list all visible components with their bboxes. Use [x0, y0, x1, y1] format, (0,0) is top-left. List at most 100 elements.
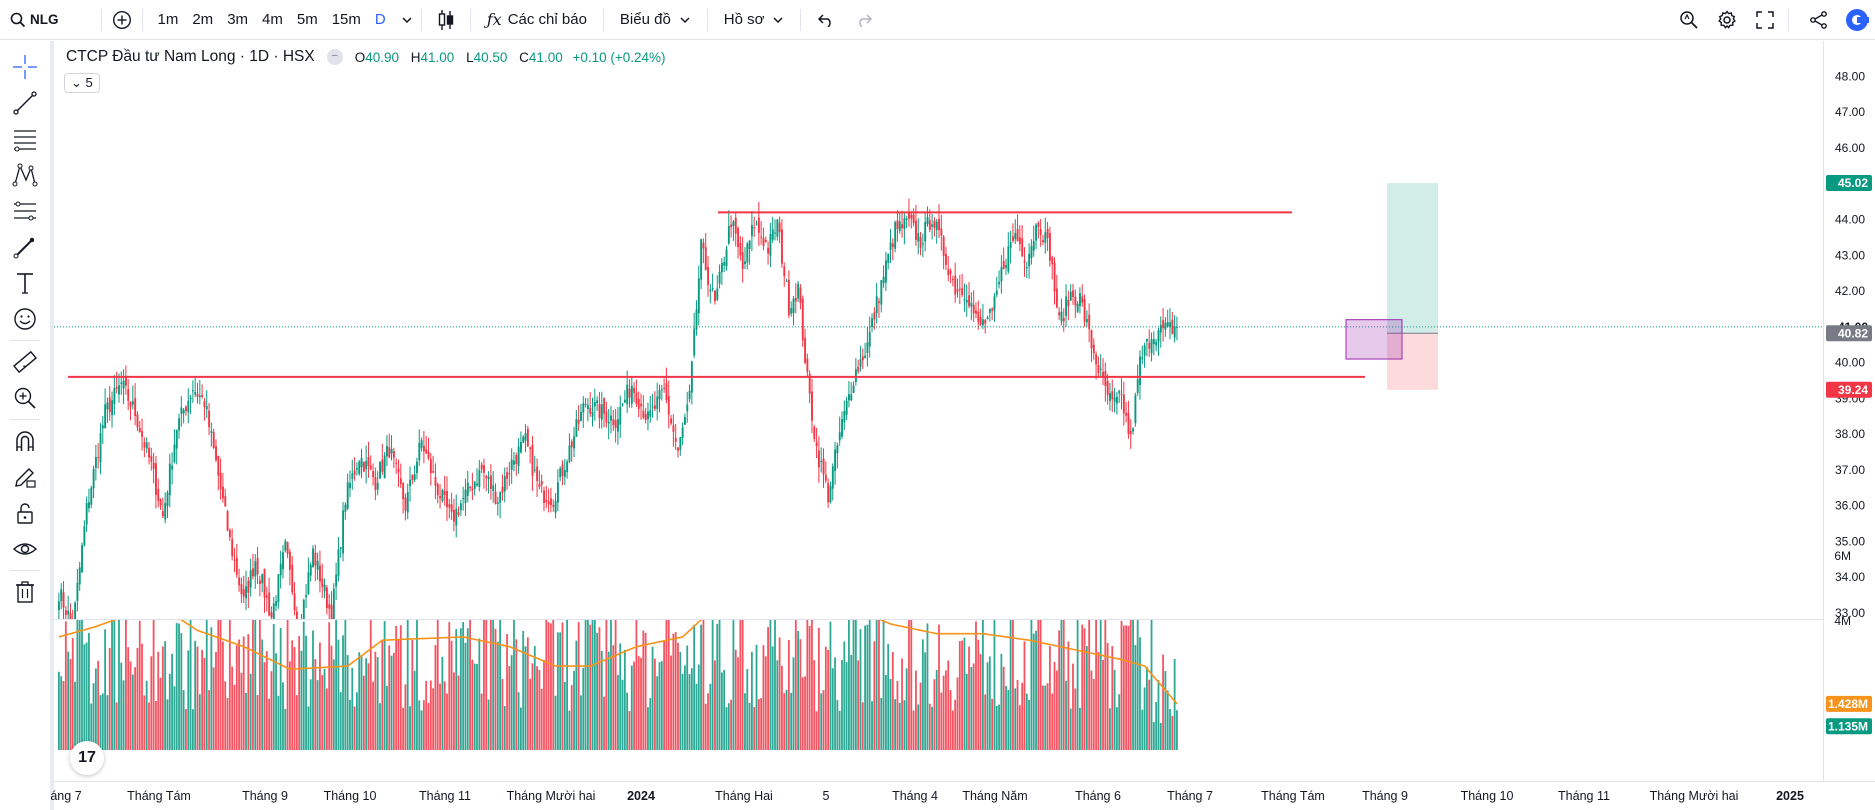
- divider: [141, 8, 143, 31]
- volume-bar: [178, 623, 180, 750]
- ruler-tool[interactable]: [0, 344, 50, 380]
- volume-bar: [991, 698, 994, 750]
- volume-bar: [402, 707, 404, 750]
- forecast-tool[interactable]: [0, 193, 50, 229]
- candle-body: [124, 376, 127, 386]
- volume-bar: [76, 620, 79, 750]
- candle-body: [284, 541, 287, 551]
- candle-body: [233, 559, 236, 561]
- volume-bar: [794, 620, 797, 750]
- candle-body: [910, 214, 913, 219]
- volume-bar: [436, 620, 439, 750]
- candle-body: [108, 397, 111, 412]
- candle-body: [732, 221, 735, 226]
- indicators-button[interactable]: ƒx Các chỉ báo: [475, 0, 599, 40]
- candle-body: [1166, 322, 1169, 327]
- magnet-tool[interactable]: [0, 423, 50, 459]
- volume-bar: [582, 667, 585, 750]
- indicator-count: 5: [85, 75, 93, 90]
- candle-body: [85, 503, 88, 525]
- crosshair-tool[interactable]: [0, 49, 50, 85]
- candle-body: [145, 442, 148, 449]
- interval-2m[interactable]: 2m: [192, 11, 214, 28]
- volume-bar: [887, 643, 890, 750]
- volume-bar: [374, 651, 377, 750]
- candle-body: [494, 491, 497, 504]
- volume-bar: [1058, 630, 1061, 750]
- fib-tool[interactable]: [0, 121, 50, 157]
- settings-button[interactable]: [1708, 0, 1746, 40]
- candle-body: [801, 298, 804, 341]
- volume-bar: [513, 620, 515, 750]
- candle-body: [171, 465, 174, 470]
- candle-body: [1055, 288, 1058, 308]
- volume-bar: [238, 639, 240, 750]
- fullscreen-button[interactable]: [1746, 0, 1784, 40]
- volume-bar: [1113, 669, 1116, 750]
- volume-bar: [302, 621, 305, 750]
- candle-body: [704, 247, 707, 271]
- trend-line-tool[interactable]: [0, 85, 50, 121]
- visibility-tool[interactable]: [0, 531, 50, 567]
- volume-label: 1.135M: [1828, 719, 1868, 733]
- candle-body: [580, 411, 582, 421]
- interval-3m[interactable]: 3m: [227, 11, 249, 28]
- zoom-tool[interactable]: [0, 380, 50, 416]
- text-tool[interactable]: [0, 265, 50, 301]
- interval-15m[interactable]: 15m: [331, 11, 361, 28]
- volume-bar: [864, 625, 866, 750]
- volume-bar: [677, 642, 679, 750]
- candle-body: [1171, 319, 1174, 334]
- interval-1m[interactable]: 1m: [157, 11, 179, 28]
- volume-bar: [148, 702, 150, 750]
- redo-button[interactable]: [847, 0, 881, 40]
- volume-bar: [173, 686, 176, 750]
- volume-bar: [97, 660, 100, 750]
- pattern-tool[interactable]: [0, 157, 50, 193]
- volume-bar: [496, 641, 499, 750]
- compare-button[interactable]: [106, 0, 138, 40]
- candle-body: [78, 567, 81, 585]
- chart-type-button[interactable]: Biểu đồ: [608, 0, 703, 40]
- delete-tool[interactable]: [0, 574, 50, 610]
- volume-bar: [954, 699, 957, 750]
- price-tick-label: 35.00: [1835, 534, 1865, 548]
- share-button[interactable]: [1793, 0, 1845, 40]
- visibility-dot[interactable]: −: [326, 49, 343, 65]
- volume-bar: [1000, 653, 1003, 750]
- volume-bar: [561, 622, 564, 750]
- emoji-tool[interactable]: [0, 301, 50, 337]
- interval-dropdown[interactable]: [397, 0, 417, 40]
- indicator-collapse-button[interactable]: ⌄ 5: [64, 73, 100, 93]
- candle-body: [988, 308, 991, 313]
- candle-body: [1044, 232, 1047, 243]
- brush-tool[interactable]: [0, 229, 50, 265]
- volume-bar: [325, 688, 328, 750]
- volume-bar: [337, 639, 340, 750]
- candle-body: [228, 530, 231, 538]
- volume-bar: [127, 647, 130, 750]
- symbol-search[interactable]: NLG: [0, 0, 67, 40]
- volume-bar: [404, 684, 407, 750]
- volume-bar: [1065, 680, 1067, 750]
- candle-body: [850, 394, 853, 401]
- interval-D[interactable]: D: [374, 11, 386, 28]
- volume-bar: [679, 651, 682, 750]
- undo-button[interactable]: [805, 0, 847, 40]
- profile-button[interactable]: Hồ sơ: [712, 0, 797, 40]
- candle-style-button[interactable]: [426, 0, 466, 40]
- candle-body: [628, 388, 631, 398]
- candle-body: [760, 236, 763, 238]
- candle-body: [101, 425, 104, 429]
- interval-4m[interactable]: 4m: [262, 11, 283, 28]
- candle-body: [589, 407, 592, 414]
- interval-5m[interactable]: 5m: [296, 11, 318, 28]
- quick-search-button[interactable]: [1670, 0, 1708, 40]
- candle-body: [469, 486, 472, 489]
- lock-drawings-tool[interactable]: [0, 459, 50, 495]
- lock-tool[interactable]: [0, 495, 50, 531]
- candle-body: [640, 403, 643, 407]
- volume-bar: [282, 682, 284, 750]
- volume-bar: [141, 643, 143, 750]
